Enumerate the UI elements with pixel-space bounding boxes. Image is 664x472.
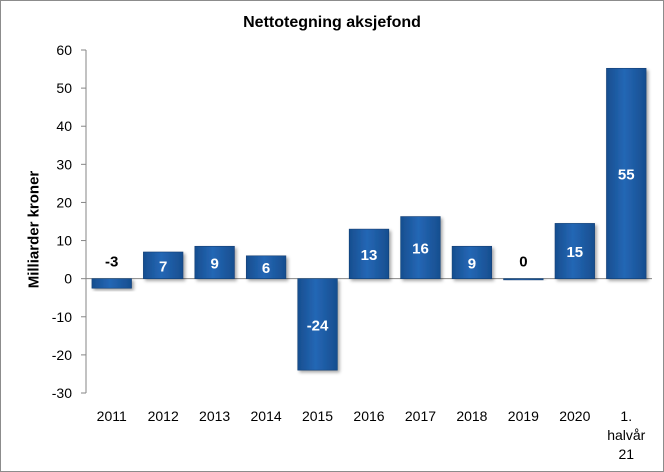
bar-2 — [194, 245, 235, 279]
bar-7 — [451, 245, 493, 279]
data-label-10: 55 — [618, 166, 635, 183]
data-label-2: 9 — [210, 255, 218, 272]
bar-6 — [400, 216, 441, 279]
bar-1 — [143, 251, 184, 279]
data-label-6: 16 — [412, 241, 429, 258]
x-tick-label-3: 2014 — [251, 408, 282, 424]
bar-5 — [348, 228, 390, 279]
y-tick-label: 60 — [56, 42, 72, 58]
data-label-1: 7 — [159, 258, 167, 275]
data-label-8: 0 — [519, 254, 527, 271]
chart-title: Nettotegning aksjefond — [243, 14, 421, 31]
y-tick-label: 50 — [56, 80, 72, 96]
y-tick-label: 0 — [64, 271, 72, 287]
y-tick-label: -10 — [52, 309, 72, 325]
x-tick-label-4: 2015 — [302, 408, 333, 424]
x-tick-label-9: 2020 — [559, 408, 590, 424]
bar-3 — [245, 255, 287, 279]
data-label-5: 13 — [361, 247, 378, 264]
y-tick-label: 40 — [56, 118, 72, 134]
bar-8 — [503, 278, 544, 281]
x-tick-label-0: 2011 — [97, 408, 127, 424]
data-label-3: 6 — [262, 260, 270, 277]
y-tick-label: -30 — [52, 385, 72, 401]
x-tick-label-1: 2012 — [148, 408, 179, 424]
data-label-7: 9 — [468, 255, 476, 272]
y-tick-label: 30 — [56, 156, 72, 172]
x-tick-label-5: 2016 — [353, 408, 384, 424]
bar-4 — [297, 278, 338, 371]
bar-9 — [554, 223, 595, 279]
x-tick-label-6: 2017 — [405, 408, 436, 424]
y-tick-label: 10 — [56, 233, 72, 249]
bar-10 — [606, 67, 647, 279]
x-tick-label-2: 2013 — [199, 408, 230, 424]
bar-0 — [91, 278, 132, 289]
x-tick-label-8: 2019 — [508, 408, 539, 424]
data-label-9: 15 — [566, 244, 583, 261]
y-tick-label: -20 — [52, 347, 72, 363]
x-tick-label-10: 1. halvår 21 — [607, 408, 645, 462]
data-label-4: -24 — [307, 317, 329, 334]
data-label-0: -3 — [105, 254, 118, 271]
y-tick-label: 20 — [56, 194, 72, 210]
x-tick-label-7: 2018 — [456, 408, 487, 424]
